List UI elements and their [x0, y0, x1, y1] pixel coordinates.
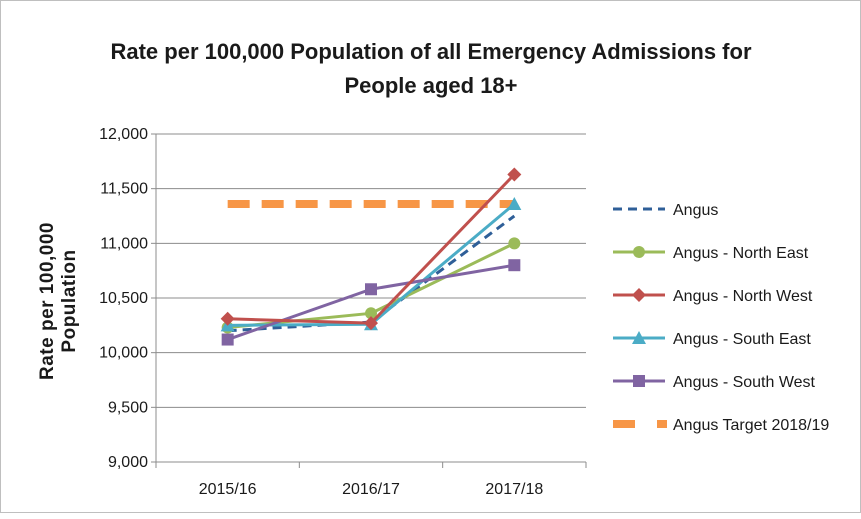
y-tick-label: 11,000: [100, 235, 148, 252]
legend-item: Angus: [613, 202, 718, 219]
chart-title: Rate per 100,000 Population of all Emerg…: [110, 39, 751, 98]
data-point: [365, 283, 377, 296]
legend-label: Angus: [673, 202, 718, 219]
chart-title-line-2: People aged 18+: [344, 73, 517, 98]
x-axis-ticks: 2015/16 2016/17 2017/18: [155, 462, 587, 498]
x-tick-label: 2015/16: [199, 481, 257, 498]
y-tick-label: 10,000: [99, 345, 148, 362]
legend-item: Angus - North West: [613, 288, 813, 305]
data-point: [508, 237, 521, 250]
data-point: [632, 288, 646, 302]
y-tick-label: 9,000: [108, 454, 148, 471]
legend-label: Angus Target 2018/19: [673, 417, 829, 434]
legend-item: Angus Target 2018/19: [613, 417, 829, 434]
y-tick-label: 12,000: [99, 126, 148, 143]
y-axis-ticks: 9,000 9,500 10,000 10,500 11,000 11,500 12,000: [99, 126, 157, 471]
y-tick-label: 10,500: [99, 290, 148, 307]
gridlines: [156, 133, 586, 463]
y-axis-label-line-1: Rate per 100,000: [37, 222, 58, 380]
legend-item: Angus - South West: [613, 374, 816, 391]
data-point: [364, 316, 378, 331]
data-point: [507, 196, 522, 210]
series-line: [227, 173, 516, 325]
plot-area: [220, 167, 522, 346]
legend-label: Angus - North West: [673, 288, 813, 305]
data-point: [508, 259, 521, 272]
series-angus-south-west: [221, 259, 521, 346]
data-point: [632, 331, 646, 344]
y-axis-label: Rate per 100,000 Population: [37, 222, 80, 380]
series-angus-north-west: [220, 167, 522, 331]
legend-label: Angus - South West: [673, 374, 816, 391]
chart-title-line-1: Rate per 100,000 Population of all Emerg…: [110, 39, 751, 64]
x-tick-label: 2017/18: [485, 481, 543, 498]
data-point: [633, 246, 645, 258]
data-point: [633, 375, 645, 387]
y-tick-label: 9,500: [108, 399, 148, 416]
legend-item: Angus - North East: [613, 245, 809, 262]
data-point: [221, 333, 234, 346]
y-tick-label: 11,500: [100, 181, 148, 198]
data-point: [220, 311, 235, 326]
legend-label: Angus - South East: [673, 331, 811, 348]
legend-item: Angus - South East: [613, 331, 811, 348]
legend: Angus Angus - North East Angus - North Wes…: [613, 202, 829, 434]
y-axis-label-line-2: Population: [59, 249, 80, 352]
data-point: [365, 307, 377, 320]
x-tick-label: 2016/17: [342, 481, 400, 498]
legend-label: Angus - North East: [673, 245, 809, 262]
data-point: [507, 167, 522, 182]
